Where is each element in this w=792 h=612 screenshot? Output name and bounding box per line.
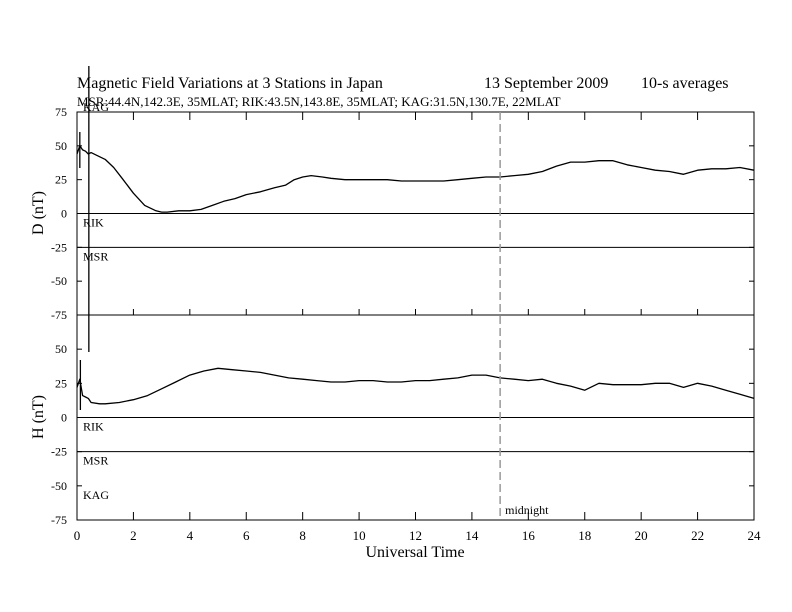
- y-tick-label: -25: [51, 240, 67, 254]
- y-tick-label: -25: [51, 445, 67, 459]
- y-tick-label: 0: [61, 207, 67, 221]
- baselines: [77, 213, 754, 248]
- x-tick-label: 4: [187, 528, 194, 543]
- y-ticks: 50 25 0 -25 -50 -75: [51, 342, 754, 527]
- y-tick-label: -50: [51, 479, 67, 493]
- station-label-kag: KAG: [83, 488, 109, 502]
- baselines: [77, 417, 754, 453]
- series-group: [76, 145, 755, 213]
- chart-averaging: 10-s averages: [641, 75, 729, 92]
- y-tick-label: 75: [55, 105, 67, 119]
- station-label-msr: MSR: [83, 454, 108, 468]
- x-tick-label: 20: [635, 528, 648, 543]
- y-tick-label: -75: [51, 308, 67, 322]
- y-tick-label: -75: [51, 513, 67, 527]
- d-component-panel: D (nT) 75 50 25 0 -25 -50 -75 KAG RIK MSR: [30, 100, 755, 322]
- station-label-rik: RIK: [83, 420, 104, 434]
- x-tick-label: 16: [522, 528, 536, 543]
- x-axis-label: Universal Time: [365, 544, 464, 561]
- station-labels: KAG RIK MSR: [83, 100, 109, 264]
- y-tick-label: -50: [51, 274, 67, 288]
- midnight-marker: midnight: [499, 112, 549, 520]
- x-tick-label: 8: [299, 528, 306, 543]
- chart-subtitle: MSR:44.4N,142.3E, 35MLAT; RIK:43.5N,143.…: [77, 94, 561, 109]
- y-axis-label: H (nT): [30, 395, 47, 439]
- x-tick-label: 6: [243, 528, 250, 543]
- chart-date: 13 September 2009: [484, 75, 608, 92]
- series-line-rik: [76, 367, 755, 405]
- y-tick-label: 25: [55, 173, 67, 187]
- chart-title: Magnetic Field Variations at 3 Stations …: [77, 75, 383, 92]
- station-label-rik: RIK: [83, 216, 104, 230]
- transient-spikes: [79, 66, 90, 410]
- y-axis-label: D (nT): [30, 191, 47, 235]
- h-component-panel: H (nT) 50 25 0 -25 -50 -75 RIK MSR KAG: [30, 314, 755, 527]
- x-tick-label: 0: [74, 528, 81, 543]
- y-tick-label: 50: [55, 139, 67, 153]
- x-tick-label: 10: [353, 528, 366, 543]
- x-tick-label: 22: [691, 528, 704, 543]
- x-ticks: 0 2 4 6 8 10 12 14 16 18 20 22 24: [74, 112, 761, 543]
- x-tick-label: 24: [748, 528, 762, 543]
- x-tick-label: 14: [465, 528, 479, 543]
- x-tick-label: 18: [578, 528, 591, 543]
- station-label-msr: MSR: [83, 249, 108, 263]
- series-line-kag: [76, 145, 755, 213]
- x-tick-label: 12: [409, 528, 422, 543]
- series-group: [76, 367, 755, 405]
- station-label-kag: KAG: [83, 100, 109, 114]
- midnight-label: midnight: [505, 503, 549, 517]
- station-labels: RIK MSR KAG: [83, 420, 109, 502]
- y-tick-label: 0: [61, 411, 67, 425]
- x-tick-label: 2: [130, 528, 137, 543]
- y-tick-label: 50: [55, 342, 67, 356]
- y-tick-label: 25: [55, 376, 67, 390]
